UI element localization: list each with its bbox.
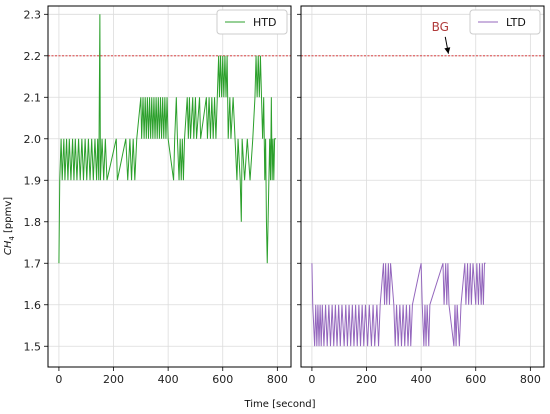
- series-line-ltd: [311, 262, 486, 347]
- annotation-label: BG: [432, 20, 449, 34]
- x-tick-label: 400: [158, 373, 179, 386]
- y-tick-label: 1.7: [24, 257, 42, 270]
- x-tick-label: 200: [356, 373, 377, 386]
- y-tick-label: 1.5: [24, 340, 42, 353]
- x-tick-label: 600: [465, 373, 486, 386]
- legend: HTD: [216, 9, 288, 35]
- y-tick-label: 2.2: [24, 50, 42, 63]
- legend-label: LTD: [506, 16, 526, 29]
- axes-frame: [300, 5, 545, 368]
- legend-label: HTD: [253, 16, 276, 29]
- x-axis-label: Time [second]: [243, 399, 315, 410]
- y-tick-label: 1.6: [24, 299, 42, 312]
- y-axis-label: CH4 [ppmv]: [3, 197, 16, 255]
- annotation-arrow-head: [444, 47, 451, 54]
- y-tick-label: 1.9: [24, 174, 42, 187]
- x-tick-label: 400: [411, 373, 432, 386]
- x-tick-label: 600: [212, 373, 233, 386]
- x-tick-label: 0: [308, 373, 315, 386]
- axes-frame: [47, 5, 292, 368]
- y-tick-label: 2.1: [24, 91, 42, 104]
- y-tick-label: 1.8: [24, 216, 42, 229]
- x-tick-label: 800: [267, 373, 288, 386]
- y-tick-label: 2.3: [24, 8, 42, 21]
- legend-box: [216, 9, 288, 35]
- panel-ltd: 0 200 400 600 800 LTD BG: [297, 5, 545, 386]
- y-tick-label: 2.0: [24, 133, 42, 146]
- series-line-htd: [58, 14, 276, 264]
- panel-htd: 0 200 400 600 800 1.5 1.6 1.7 1.8 1.9 2.0 2.1 2.2 2.3…: [24, 5, 292, 386]
- x-tick-label: 200: [103, 373, 124, 386]
- legend: LTD: [469, 9, 541, 35]
- x-tick-label: 0: [55, 373, 62, 386]
- x-tick-label: 800: [520, 373, 541, 386]
- legend-box: [469, 9, 541, 35]
